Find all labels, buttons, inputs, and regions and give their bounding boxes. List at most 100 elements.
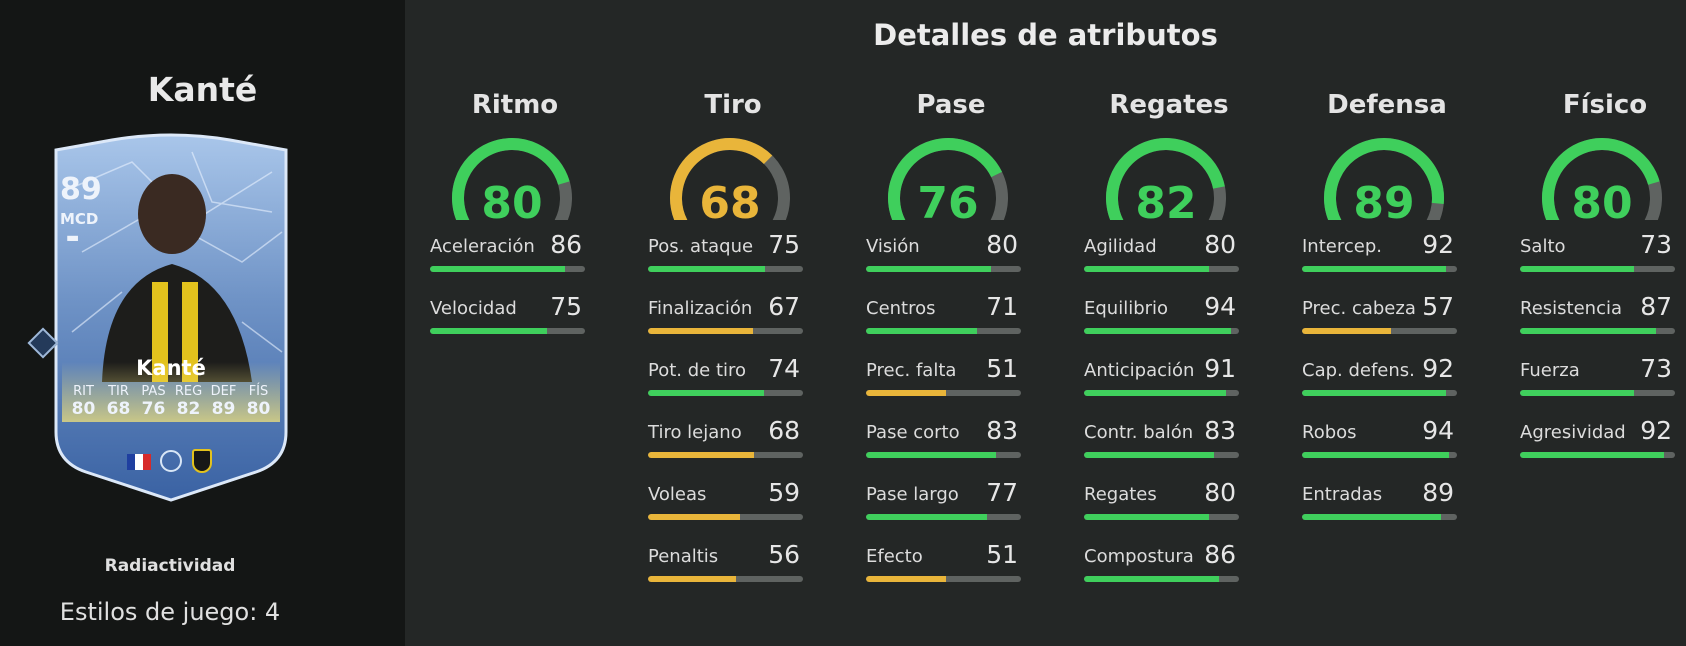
gauge-fill bbox=[1106, 138, 1225, 220]
attribute-row: Cap. defens. 92 bbox=[1302, 354, 1472, 400]
player-card[interactable]: 89 MCD ▬ Kanté RIT 80 TIR 68 PAS 76 REG 82 DEF 89… bbox=[42, 132, 300, 504]
attribute-value: 75 bbox=[550, 292, 582, 321]
gauge-fill bbox=[1542, 138, 1660, 220]
attribute-label: Agresividad bbox=[1520, 422, 1626, 443]
attribute-label: Equilibrio bbox=[1084, 298, 1169, 319]
attribute-label: Regates bbox=[1084, 484, 1157, 505]
attribute-bar bbox=[1302, 390, 1457, 396]
attribute-bar bbox=[1520, 452, 1675, 458]
attribute-label: Visión bbox=[866, 236, 920, 257]
attribute-bar bbox=[430, 266, 585, 272]
attribute-label: Pos. ataque bbox=[648, 236, 754, 257]
attribute-bar-fill bbox=[1520, 266, 1635, 272]
league-logo-icon bbox=[160, 450, 182, 472]
attribute-label: Aceleración bbox=[430, 236, 535, 257]
category-gauge: 80 bbox=[1542, 138, 1662, 220]
attribute-bar bbox=[866, 514, 1021, 520]
attribute-bar-fill bbox=[648, 328, 753, 334]
category-rating: 80 bbox=[1571, 178, 1632, 220]
card-stat-label: RIT bbox=[73, 384, 94, 399]
attribute-label: Voleas bbox=[648, 484, 707, 505]
category-rating: 76 bbox=[917, 178, 978, 220]
attribute-value: 91 bbox=[1204, 354, 1236, 383]
attribute-bar bbox=[1302, 328, 1457, 334]
attribute-bar-fill bbox=[1084, 576, 1219, 582]
attribute-label: Prec. cabeza bbox=[1302, 298, 1416, 319]
attribute-bar bbox=[1520, 390, 1675, 396]
attribute-row: Tiro lejano 68 bbox=[648, 416, 818, 462]
category-gauge: 76 bbox=[888, 138, 1008, 220]
attribute-bar bbox=[866, 576, 1021, 582]
attribute-label: Penaltis bbox=[648, 546, 719, 567]
attribute-bar-fill bbox=[648, 266, 766, 272]
category-rating: 68 bbox=[699, 178, 760, 220]
attribute-label: Anticipación bbox=[1084, 360, 1195, 381]
attribute-column-pase: Pase 76 Visión 80 Centros 71 Prec. falta 51 Pase… bbox=[856, 84, 1026, 644]
attribute-bar-fill bbox=[648, 390, 764, 396]
attribute-bar-fill bbox=[648, 452, 755, 458]
attribute-bar bbox=[1084, 390, 1239, 396]
attribute-value: 92 bbox=[1422, 230, 1454, 259]
attribute-label: Finalización bbox=[648, 298, 753, 319]
attribute-bar bbox=[866, 452, 1021, 458]
category-gauge: 80 bbox=[452, 138, 572, 220]
card-stat-label: PAS bbox=[141, 384, 166, 399]
card-stat: FÍS 80 bbox=[241, 384, 276, 419]
card-stat: RIT 80 bbox=[66, 384, 101, 419]
playstyles-count[interactable]: Estilos de juego: 4 bbox=[59, 598, 281, 626]
player-panel: Kanté bbox=[0, 0, 405, 646]
card-background bbox=[54, 133, 288, 502]
attribute-row: Penaltis 56 bbox=[648, 540, 818, 586]
attribute-label: Pase corto bbox=[866, 422, 960, 443]
attribute-bar bbox=[1520, 328, 1675, 334]
gauge-fill bbox=[670, 138, 773, 220]
attribute-bar-fill bbox=[1520, 452, 1665, 458]
attribute-row: Agresividad 92 bbox=[1520, 416, 1686, 462]
attribute-row: Resistencia 87 bbox=[1520, 292, 1686, 338]
category-gauge: 68 bbox=[670, 138, 790, 220]
attribute-bar bbox=[430, 328, 585, 334]
attribute-row: Velocidad 75 bbox=[430, 292, 600, 338]
attribute-bar bbox=[866, 390, 1021, 396]
attribute-column-físico: Físico 80 Salto 73 Resistencia 87 Fuerza 73 Agre… bbox=[1510, 84, 1680, 644]
card-stat-value: 80 bbox=[246, 399, 271, 419]
card-stat: PAS 76 bbox=[136, 384, 171, 419]
attribute-value: 74 bbox=[768, 354, 800, 383]
card-position: MCD bbox=[60, 210, 99, 228]
attribute-bar-fill bbox=[1520, 390, 1635, 396]
attribute-bar-fill bbox=[1302, 328, 1392, 334]
attribute-label: Tiro lejano bbox=[648, 422, 742, 443]
attribute-bar-fill bbox=[1302, 514, 1442, 520]
attribute-bar bbox=[866, 266, 1021, 272]
attribute-row: Finalización 67 bbox=[648, 292, 818, 338]
attribute-row: Regates 80 bbox=[1084, 478, 1254, 524]
attribute-row: Pase corto 83 bbox=[866, 416, 1036, 462]
nation-flag-icon bbox=[127, 454, 151, 470]
category-rating: 82 bbox=[1135, 178, 1196, 220]
attribute-row: Intercep. 92 bbox=[1302, 230, 1472, 276]
attribute-bar-fill bbox=[1084, 266, 1210, 272]
attribute-value: 92 bbox=[1640, 416, 1672, 445]
category-title: Ritmo bbox=[471, 90, 559, 120]
attribute-row: Agilidad 80 bbox=[1084, 230, 1254, 276]
card-stat-value: 89 bbox=[211, 399, 236, 419]
attribute-value: 92 bbox=[1422, 354, 1454, 383]
attribute-bar-fill bbox=[866, 266, 992, 272]
attribute-value: 71 bbox=[986, 292, 1018, 321]
card-player-name: Kanté bbox=[136, 356, 206, 380]
attribute-label: Agilidad bbox=[1084, 236, 1157, 257]
attribute-bar-fill bbox=[866, 328, 978, 334]
attribute-label: Centros bbox=[866, 298, 936, 319]
attribute-row: Salto 73 bbox=[1520, 230, 1686, 276]
attribute-bar bbox=[1084, 328, 1239, 334]
club-badge-icon bbox=[192, 449, 212, 473]
attribute-label: Velocidad bbox=[430, 298, 517, 319]
attribute-value: 57 bbox=[1422, 292, 1454, 321]
card-stat-label: DEF bbox=[210, 384, 237, 399]
attribute-value: 51 bbox=[986, 354, 1018, 383]
attribute-row: Pos. ataque 75 bbox=[648, 230, 818, 276]
attribute-label: Cap. defens. bbox=[1302, 360, 1415, 381]
attribute-bar-fill bbox=[1302, 452, 1450, 458]
attribute-row: Anticipación 91 bbox=[1084, 354, 1254, 400]
category-title: Tiro bbox=[704, 90, 762, 120]
